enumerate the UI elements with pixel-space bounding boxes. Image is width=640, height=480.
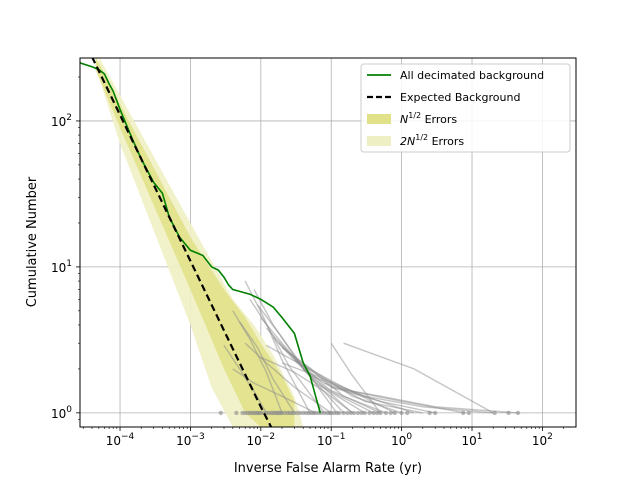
gray-point [297,410,303,416]
series-expected-background [91,58,273,427]
gray-point [378,410,383,416]
gray-point [337,410,342,416]
gray-point [461,410,466,416]
gray-point [427,410,432,416]
error-band [95,58,295,427]
gray-point [351,410,357,416]
y-axis-label: Cumulative Number [25,176,40,307]
gray-background-curve [239,321,295,414]
gray-point [355,410,361,416]
gray-point [234,410,239,416]
gray-point [466,410,471,416]
x-tick-label: 102 [532,432,553,448]
legend-label: N1/2 Errors [400,111,457,126]
gray-point [392,410,397,416]
legend-box [360,63,571,153]
gray-point [371,410,376,416]
gray-point [345,410,350,416]
gray-background-curve [232,368,316,414]
gray-point [218,410,223,416]
gray-point [359,410,364,416]
legend-swatch [367,114,391,124]
gray-point [433,410,438,416]
x-tick-label: 10−1 [317,432,346,448]
y-tick-label: 102 [51,113,72,129]
gray-background-curve [266,344,396,414]
gray-point [388,410,393,416]
gray-point [341,410,346,416]
gray-point [383,410,389,416]
x-tick-label: 10−4 [106,432,135,448]
gray-point [362,410,367,416]
gray-point [399,410,404,416]
gray-point [492,410,497,416]
x-tick-label: 10−2 [247,432,276,448]
legend-label: Expected Background [400,91,520,104]
gray-point [506,410,511,416]
x-axis-label: Inverse False Alarm Rate (yr) [234,461,422,476]
x-tick-label: 10−3 [176,432,205,448]
gray-background-curve [249,298,325,414]
gray-background-curve [244,342,332,414]
legend: All decimated background Expected Backgro… [360,63,571,153]
axis-ticks: 10−4 10−3 10−2 10−1 100 101 102 100 101 102 [51,76,564,448]
gray-point [515,410,521,416]
gray-background-curve [343,342,494,414]
gray-point [367,410,372,416]
gray-point [375,410,380,416]
legend-label: 2N1/2 Errors [400,133,464,148]
y-tick-label: 101 [51,259,72,275]
legend-swatch [367,136,391,146]
x-tick-label: 101 [462,432,483,448]
gray-point [348,410,353,416]
x-tick-label: 100 [391,432,412,448]
y-tick-label: 100 [51,405,72,421]
legend-label: All decimated background [400,69,544,82]
gray-point [405,410,410,416]
gray-background-curve [244,280,311,414]
gray-background-curve [260,356,353,414]
series-all-decimated-background [80,62,322,414]
plot-area [80,58,521,427]
